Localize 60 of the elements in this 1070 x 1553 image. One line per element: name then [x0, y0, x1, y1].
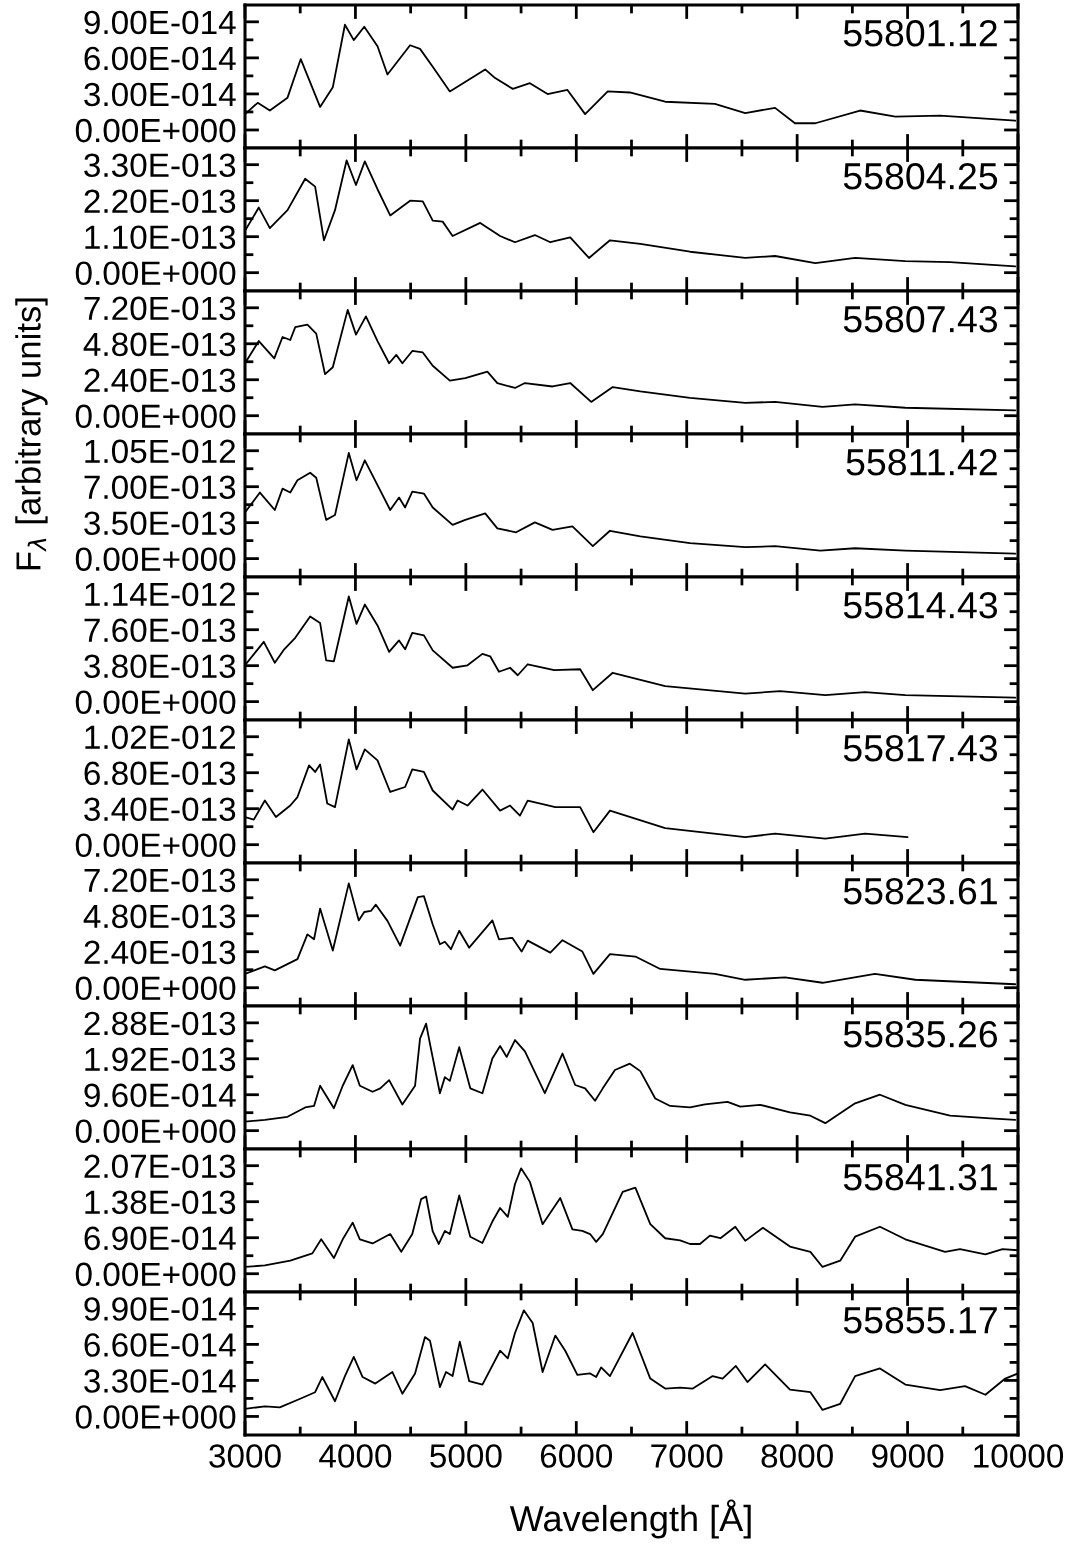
- y-tick-label: 0.00E+000: [75, 833, 236, 858]
- x-tick-label: 8000: [761, 1444, 833, 1468]
- annotation: 55811.42: [846, 448, 997, 476]
- y-tick-label: 2.88E-013: [84, 1011, 236, 1036]
- y-axis-title: F$_{λ}$ [arbitrary units]: [15, 298, 48, 570]
- x-tick-label: 7000: [651, 1444, 723, 1468]
- y-tick-label: 7.60E-013: [84, 618, 236, 643]
- annotation: 55823.61: [843, 877, 997, 905]
- y-tick-label: 4.80E-013: [83, 904, 236, 929]
- annotation: 55817.43: [843, 734, 998, 762]
- annotation: 55801.12: [843, 19, 997, 47]
- y-tick-label: 9.90E-014: [84, 1297, 236, 1321]
- y-tick-label: 7.00E-013: [84, 475, 236, 500]
- y-tick-label: 7.20E-013: [84, 296, 236, 321]
- y-tick-label: 1.05E-012: [85, 439, 236, 464]
- y-tick-label: 0.00E+000: [75, 690, 236, 715]
- x-tick-label: 6000: [540, 1444, 613, 1468]
- annotation: 55807.43: [843, 305, 998, 333]
- y-tick-label: 0.00E+000: [75, 118, 236, 143]
- y-tick-label: 6.90E-014: [84, 1226, 236, 1251]
- y-tick-label: 3.50E-013: [84, 511, 236, 536]
- y-tick-label: 0.00E+000: [75, 1405, 236, 1429]
- annotation: 55814.43: [843, 591, 998, 619]
- y-tick-label: 0.00E+000: [75, 976, 236, 1001]
- y-tick-label: 6.00E-014: [84, 46, 236, 71]
- y-tick-label: 6.60E-014: [84, 1333, 236, 1357]
- y-tick-label: 0.00E+000: [75, 547, 236, 572]
- y-tick-label: 2.20E-013: [84, 189, 236, 214]
- x-tick-label: 5000: [430, 1444, 502, 1468]
- x-tick-label: 4000: [319, 1444, 392, 1468]
- y-tick-label: 3.30E-014: [84, 1369, 236, 1393]
- y-tick-label: 0.00E+000: [75, 1119, 236, 1144]
- y-tick-label: 2.40E-013: [84, 368, 236, 393]
- y-tick-label: 1.14E-012: [85, 582, 236, 607]
- y-tick-label: 3.00E-014: [84, 82, 236, 107]
- annotation: 55855.17: [843, 1306, 997, 1334]
- y-tick-label: 3.80E-013: [84, 654, 236, 679]
- y-tick-label: 1.10E-013: [85, 225, 236, 250]
- x-tick-label: 9000: [872, 1444, 944, 1468]
- x-tick-label: 3000: [209, 1444, 281, 1468]
- annotation: 55804.25: [843, 162, 998, 190]
- y-tick-label: 1.38E-013: [85, 1190, 236, 1215]
- y-tick-label: 0.00E+000: [75, 261, 236, 286]
- y-tick-label: 3.30E-013: [84, 153, 236, 178]
- y-tick-label: 1.02E-012: [85, 725, 236, 750]
- y-tick-label: 9.00E-014: [84, 10, 236, 35]
- y-tick-label: 1.92E-013: [85, 1047, 236, 1072]
- y-tick-label: 4.80E-013: [83, 332, 236, 357]
- y-tick-label: 0.00E+000: [75, 404, 236, 429]
- annotation: 55835.26: [843, 1020, 998, 1048]
- y-tick-label: 0.00E+000: [75, 1262, 236, 1287]
- x-tick-label: 10000: [974, 1444, 1064, 1468]
- y-tick-label: 2.40E-013: [84, 940, 236, 965]
- y-tick-label: 6.80E-013: [84, 761, 236, 786]
- y-tick-label: 3.40E-013: [84, 797, 236, 822]
- y-tick-label: 2.07E-013: [84, 1154, 236, 1179]
- y-tick-label: 9.60E-014: [84, 1083, 236, 1108]
- y-tick-label: 7.20E-013: [84, 868, 236, 893]
- x-axis-title: Wavelength [Å]: [509, 1499, 751, 1539]
- annotation: 55841.31: [843, 1163, 997, 1191]
